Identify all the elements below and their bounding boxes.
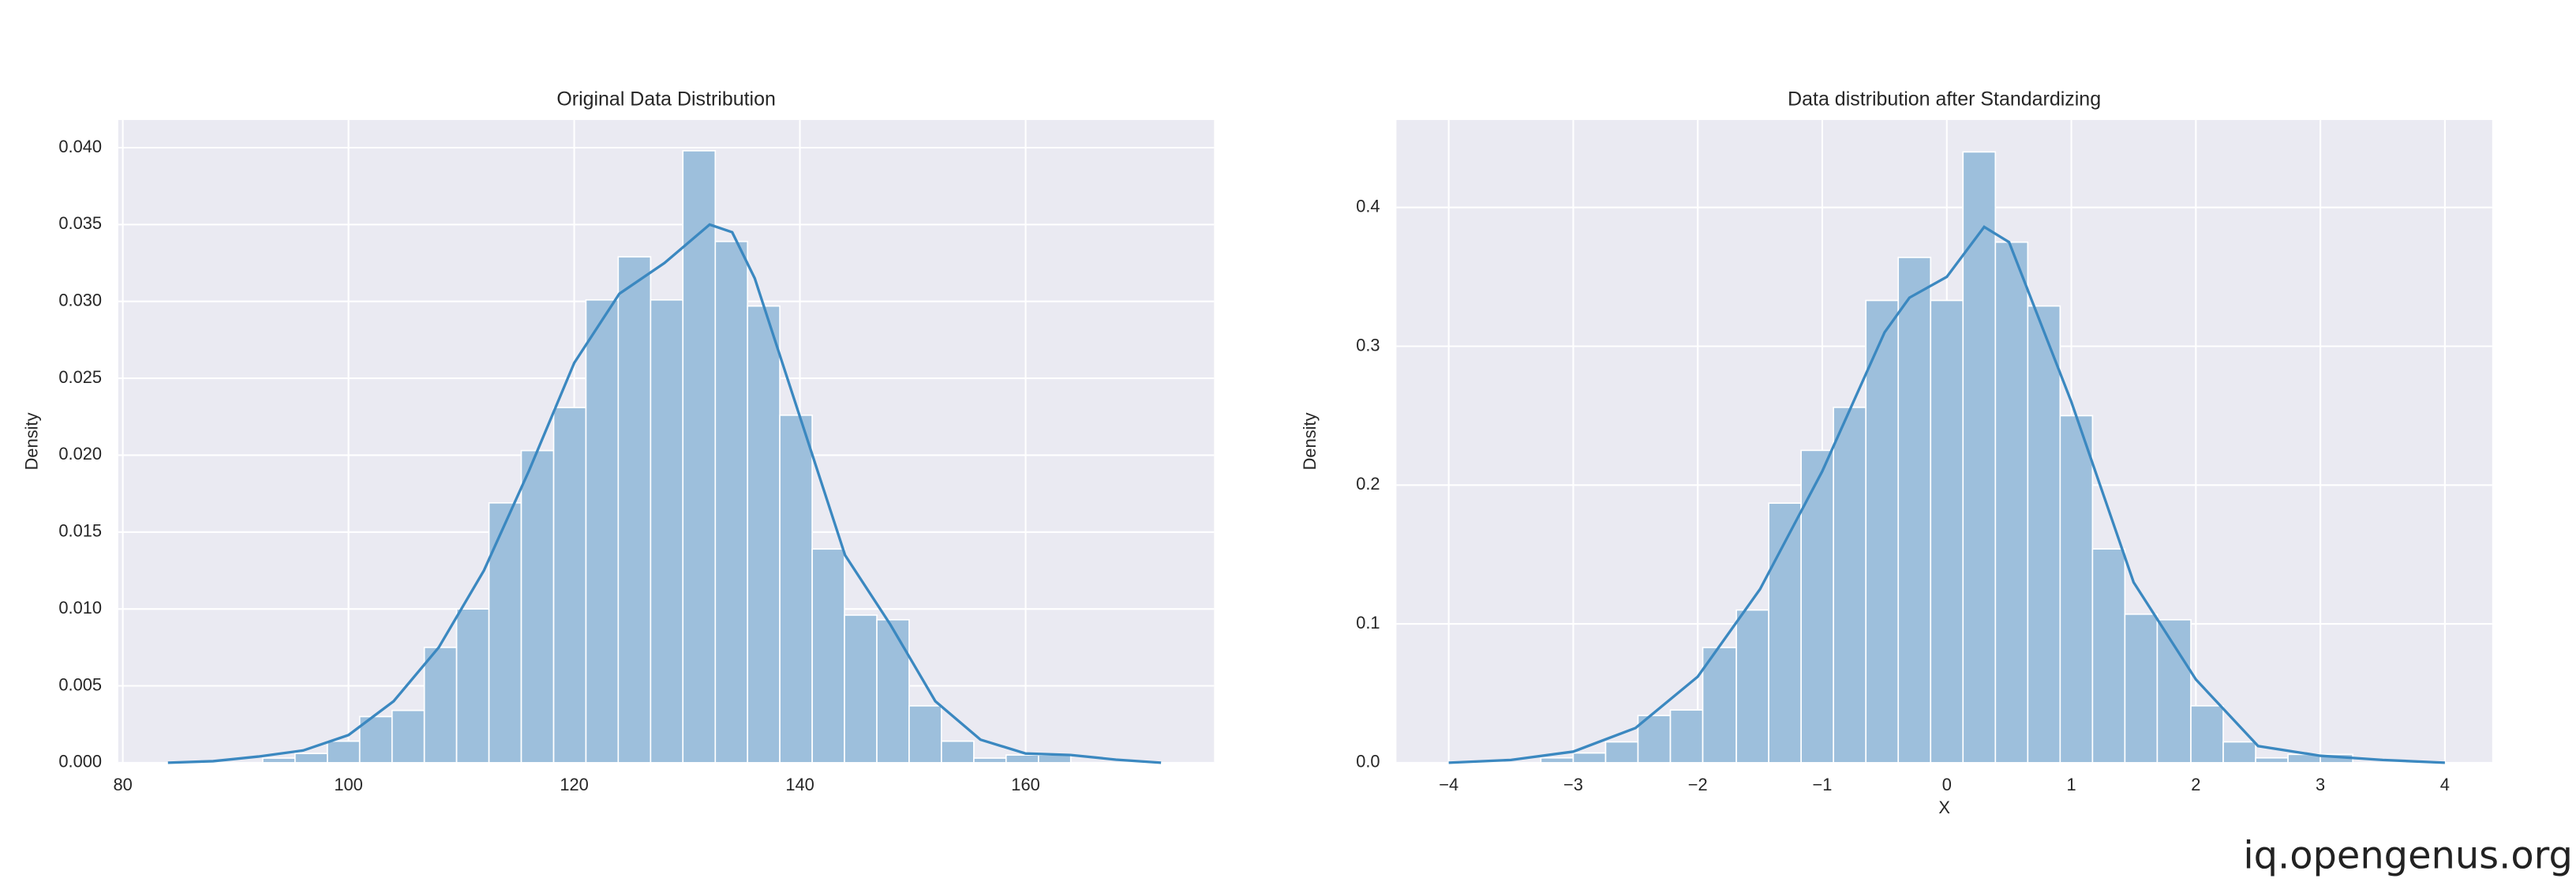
x-tick-label: 120 [560,775,588,794]
bar [2255,756,2289,764]
chart-title: Original Data Distribution [556,88,776,111]
x-tick-label: −1 [1813,775,1833,794]
y-tick-label: 0.030 [58,290,102,310]
bar [617,256,652,764]
bar [779,414,813,764]
x-tick-label: 3 [2316,775,2325,794]
bar [811,548,845,764]
bar [1735,609,1769,764]
bar [1037,754,1072,764]
bar [2222,741,2256,764]
y-tick-label: 0.020 [58,444,102,464]
bar [876,618,910,764]
bar [391,709,425,764]
y-tick-label: 0.0 [1356,752,1380,771]
bar [327,740,361,764]
bar [585,298,620,764]
x-tick-label: 1 [2066,775,2076,794]
bar [1833,407,1867,764]
bar [294,753,328,764]
y-tick-label: 0.2 [1356,474,1380,494]
bar [908,704,942,764]
x-tick-label: 140 [785,775,814,794]
bar [488,501,522,764]
bar [1897,257,1932,764]
kde-line [1448,225,2445,764]
bar [358,715,393,764]
bar [1637,715,1672,764]
x-tick-label: −4 [1439,775,1458,794]
bar [520,449,555,764]
y-tick-label: 0.3 [1356,335,1380,355]
y-axis-label: Density [1300,412,1320,470]
bar [2190,704,2224,764]
bar [1702,647,1737,764]
y-tick-label: 0.1 [1356,613,1380,633]
bar [552,407,587,764]
bar [1669,709,1704,764]
y-tick-label: 0.000 [58,752,102,771]
y-tick-label: 0.005 [58,674,102,694]
y-tick-label: 0.4 [1356,196,1380,216]
y-tick-label: 0.010 [58,598,102,618]
y-axis-label: Density [21,412,41,470]
bar [941,740,975,764]
bar [1768,502,1802,764]
x-axis-label: X [1938,798,1950,817]
y-tick-label: 0.035 [58,213,102,233]
bar [455,608,490,764]
bar [973,757,1007,764]
x-tick-label: 160 [1011,775,1039,794]
bar [2124,613,2159,764]
bar [1005,754,1039,764]
bar [1930,299,1964,764]
bar [714,240,749,764]
x-tick-label: 0 [1942,775,1952,794]
bar [1962,151,1997,764]
y-tick-label: 0.025 [58,367,102,387]
bar [1994,241,2029,764]
kde-line [167,223,1162,764]
x-tick-label: 2 [2191,775,2200,794]
bar [1604,741,1639,764]
x-tick-label: 100 [334,775,362,794]
bar [1540,756,1574,764]
bar [423,647,458,764]
x-tick-label: 80 [113,775,132,794]
bar [2027,305,2061,764]
watermark: iq.opengenus.org [2243,835,2572,878]
x-tick-label: −2 [1688,775,1708,794]
bar [747,305,781,764]
bar [650,298,684,764]
bar [1572,752,1607,764]
bar [2091,548,2126,764]
bar [2059,415,2094,764]
bar [2156,618,2192,764]
bar [1800,449,1835,764]
y-tick-label: 0.040 [58,137,102,156]
x-tick-label: 4 [2440,775,2450,794]
chart-title: Data distribution after Standardizing [1788,88,2101,111]
y-tick-label: 0.015 [58,521,102,541]
bar [262,757,296,764]
x-tick-label: −3 [1563,775,1583,794]
bar [1865,299,1900,764]
bar [844,614,878,764]
